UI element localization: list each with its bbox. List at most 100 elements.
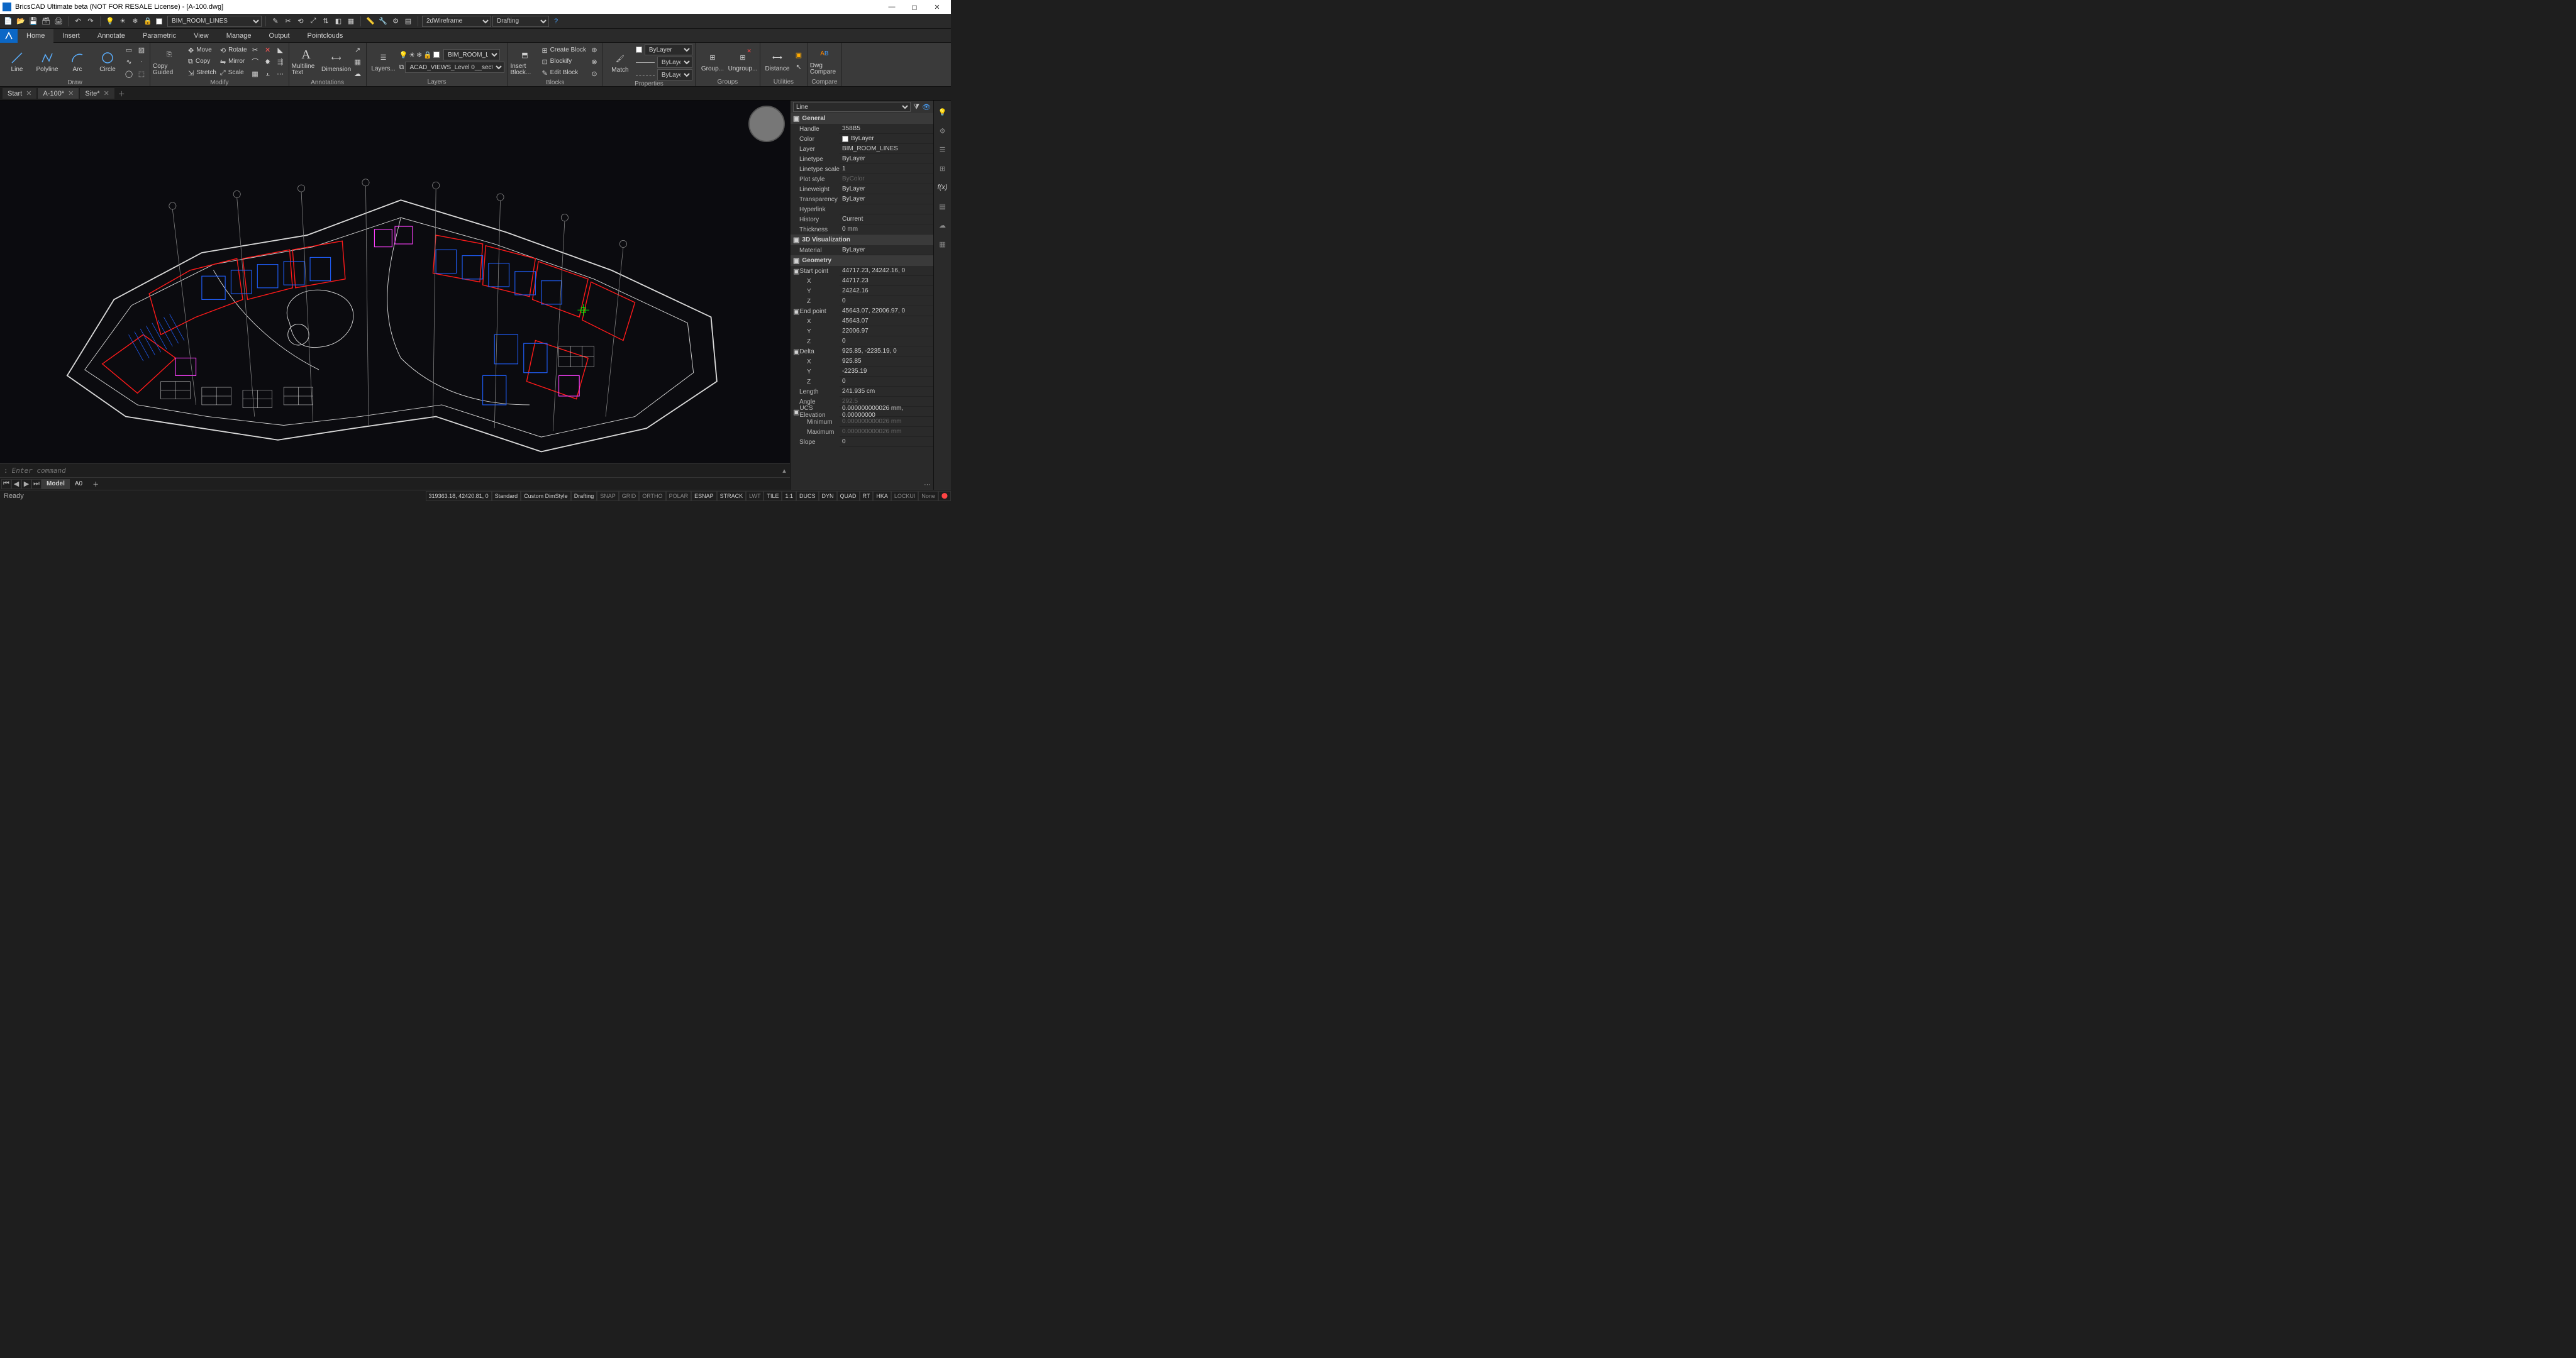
lock-icon[interactable]: 🔒 — [142, 16, 153, 27]
status-toggle[interactable]: SNAP — [597, 491, 619, 501]
props-row[interactable]: Z0 — [791, 377, 933, 387]
match-button[interactable]: 🖌Match — [606, 45, 635, 79]
status-toggle[interactable]: STRACK — [717, 491, 747, 501]
close-icon[interactable]: ✕ — [104, 89, 109, 97]
close-button[interactable]: ✕ — [926, 0, 948, 14]
tab-output[interactable]: Output — [260, 29, 299, 43]
props-row[interactable]: Slope0 — [791, 437, 933, 447]
grid-icon[interactable]: ▤ — [402, 16, 414, 27]
props-row[interactable]: X925.85 — [791, 356, 933, 367]
fillet-icon[interactable]: ⌒ — [250, 56, 261, 67]
props-row[interactable]: Handle358B5 — [791, 124, 933, 134]
sun-icon[interactable]: ☀ — [117, 16, 128, 27]
save-icon[interactable]: 💾 — [28, 16, 39, 27]
point-icon[interactable]: · — [136, 56, 147, 67]
lineweight-dropdown[interactable]: ByLayer — [657, 57, 692, 68]
status-toggle[interactable]: LOCKUI — [891, 491, 919, 501]
props-row[interactable]: Length241.935 cm — [791, 387, 933, 397]
props-row[interactable]: ▣ UCS Elevation0.000000000026 mm, 0.0000… — [791, 407, 933, 417]
props-row[interactable]: MaterialByLayer — [791, 245, 933, 255]
bulb-icon[interactable]: 💡 — [399, 51, 408, 59]
circle-button[interactable]: Circle — [93, 45, 122, 79]
tool-d-icon[interactable]: ⤢ — [308, 16, 319, 27]
distance-button[interactable]: ⟷Distance — [763, 44, 792, 78]
layers-button[interactable]: ☰Layers... — [369, 44, 398, 78]
history-button[interactable]: ▴ — [779, 466, 790, 475]
doc-tab-site[interactable]: Site*✕ — [80, 88, 114, 99]
props-row[interactable]: X44717.23 — [791, 276, 933, 286]
props-row[interactable]: Linetype scale1 — [791, 164, 933, 174]
status-toggle[interactable]: RT — [860, 491, 874, 501]
last-layout-button[interactable]: ⏭ — [31, 479, 42, 489]
create-block-button[interactable]: ⊞ Create Block — [540, 45, 587, 56]
explode-icon[interactable]: ✸ — [262, 56, 274, 67]
close-icon[interactable]: ✕ — [68, 89, 74, 97]
scale-button[interactable]: ⤢ Scale — [219, 68, 248, 79]
freeze-icon[interactable]: ❄ — [130, 16, 141, 27]
props-row[interactable]: LineweightByLayer — [791, 184, 933, 194]
status-toggle[interactable]: Drafting — [571, 491, 597, 501]
tool-c-icon[interactable]: ⟲ — [295, 16, 306, 27]
saveall-icon[interactable]: 🗃 — [40, 16, 52, 27]
blockify-button[interactable]: ⊡ Blockify — [540, 57, 587, 67]
ellipse-icon[interactable]: ◯ — [123, 68, 135, 79]
bulb-panel-icon[interactable]: 💡 — [936, 106, 949, 118]
status-toggle[interactable]: TILE — [763, 491, 782, 501]
wrench-icon[interactable]: 🔧 — [377, 16, 389, 27]
props-row[interactable]: X45643.07 — [791, 316, 933, 326]
tool-e-icon[interactable]: ⇅ — [320, 16, 331, 27]
polyline-button[interactable]: Polyline — [33, 45, 62, 79]
props-row[interactable]: Z0 — [791, 296, 933, 306]
cursor-icon[interactable]: ↖ — [793, 62, 804, 73]
next-layout-button[interactable]: ▶ — [21, 479, 31, 489]
layer-dropdown[interactable]: BIM_ROOM_LINES — [167, 16, 262, 27]
rect-icon[interactable]: ▭ — [123, 44, 135, 55]
rotate-button[interactable]: ⟲ Rotate — [219, 45, 248, 56]
spline-icon[interactable]: ∿ — [123, 56, 135, 67]
region-icon[interactable]: ⬚ — [136, 68, 147, 79]
status-toggle[interactable]: QUAD — [837, 491, 860, 501]
bulb-icon[interactable]: 💡 — [104, 16, 116, 27]
status-toggle[interactable]: LWT — [746, 491, 763, 501]
filter-icon[interactable]: ⧩ — [913, 103, 919, 111]
props-row[interactable]: ▣ Delta925.85, -2235.19, 0 — [791, 346, 933, 356]
tab-annotate[interactable]: Annotate — [89, 29, 134, 43]
status-toggle[interactable]: Custom DimStyle — [521, 491, 571, 501]
tab-manage[interactable]: Manage — [218, 29, 260, 43]
sliders-panel-icon[interactable]: ⚙ — [936, 124, 949, 137]
measure-icon[interactable]: 📏 — [365, 16, 376, 27]
status-toggle[interactable]: DUCS — [796, 491, 819, 501]
cloud-panel-icon[interactable]: ☁ — [936, 219, 949, 231]
viewport[interactable] — [0, 101, 790, 463]
tab-view[interactable]: View — [185, 29, 218, 43]
add-tab-button[interactable]: ＋ — [118, 89, 125, 99]
erase-icon[interactable]: ✕ — [262, 44, 274, 55]
entity-type-dropdown[interactable]: Line — [793, 102, 911, 112]
props-section[interactable]: ▣ Geometry — [791, 255, 933, 266]
props-section[interactable]: ▣ General — [791, 113, 933, 124]
visual-style-dropdown[interactable]: 2dWireframe — [422, 16, 491, 27]
mirror-button[interactable]: ⇋ Mirror — [219, 57, 248, 67]
copy-guided-button[interactable]: ⎘Copy Guided — [153, 45, 186, 79]
status-toggle[interactable]: POLAR — [666, 491, 692, 501]
block-b-icon[interactable]: ⊗ — [589, 56, 600, 67]
array-icon[interactable]: ▦ — [250, 68, 261, 79]
tab-pointclouds[interactable]: Pointclouds — [299, 29, 352, 43]
layout-tab-a0[interactable]: A0 — [70, 479, 87, 489]
drawing-canvas[interactable] — [0, 101, 790, 463]
cloud-icon[interactable]: ☁ — [352, 68, 364, 79]
status-toggle[interactable]: ESNAP — [691, 491, 717, 501]
tool-a-icon[interactable]: ✎ — [270, 16, 281, 27]
tool-g-icon[interactable]: ▦ — [345, 16, 357, 27]
tab-home[interactable]: Home — [18, 29, 53, 43]
hatch-icon[interactable]: ▨ — [136, 44, 147, 55]
tool-b-icon[interactable]: ✂ — [282, 16, 294, 27]
new-icon[interactable]: 📄 — [3, 16, 14, 27]
record-icon[interactable]: ⬤ — [938, 491, 951, 501]
doc-tab-start[interactable]: Start✕ — [3, 88, 36, 99]
print-icon[interactable]: 🖨 — [53, 16, 64, 27]
align-icon[interactable]: ⇶ — [275, 56, 286, 67]
sun-icon[interactable]: ☀ — [409, 51, 415, 59]
mtext-button[interactable]: AMultiline Text — [292, 45, 321, 79]
insert-block-button[interactable]: ⬒Insert Block... — [510, 45, 539, 79]
